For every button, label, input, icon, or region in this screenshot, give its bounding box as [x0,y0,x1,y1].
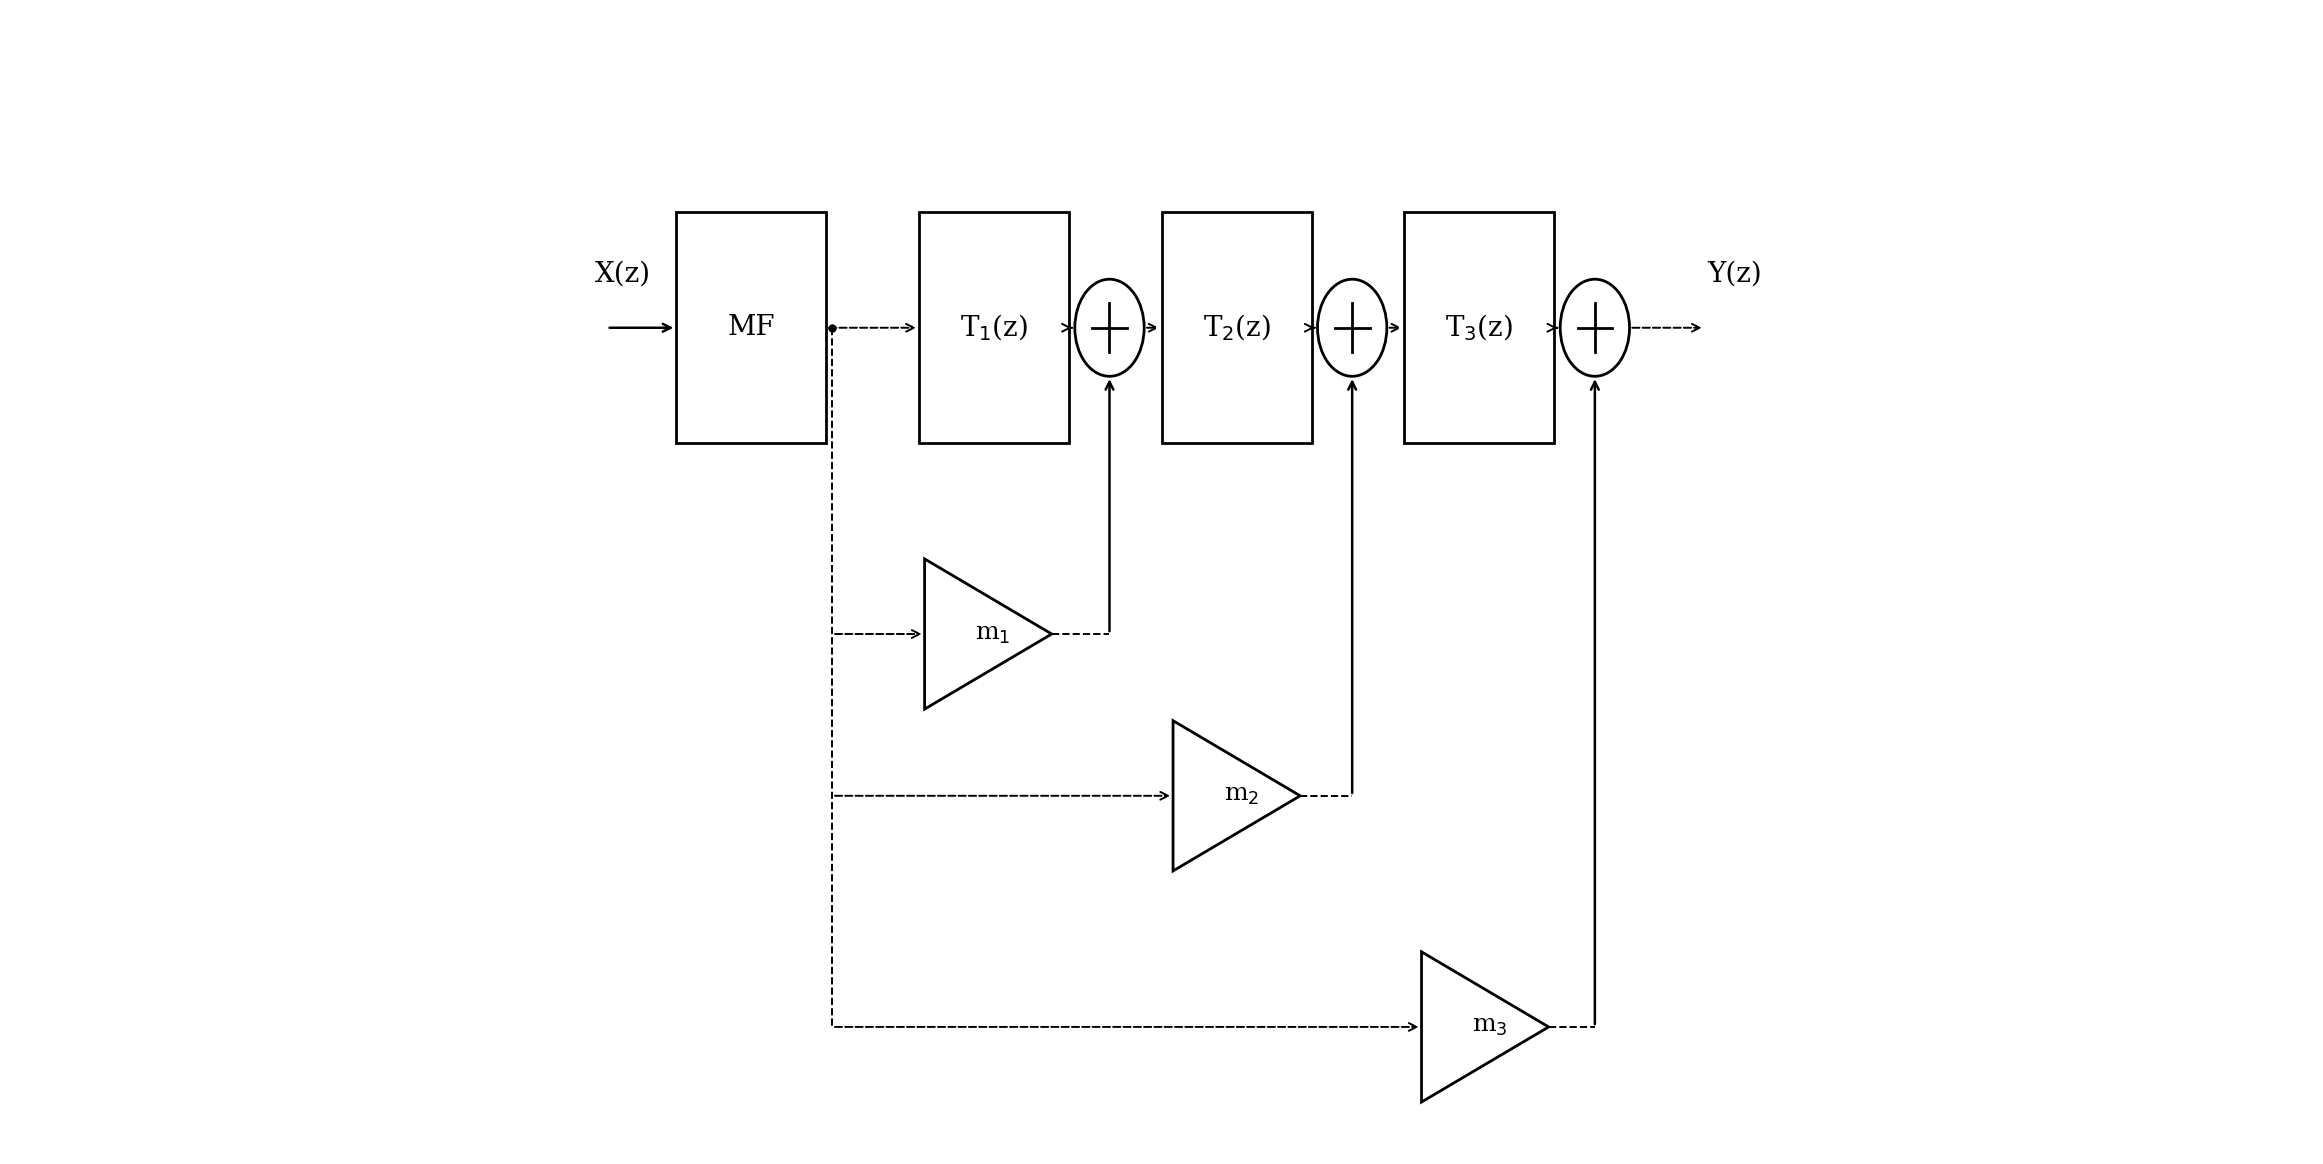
Ellipse shape [1317,279,1387,376]
Text: X(z): X(z) [595,261,650,288]
Text: m$_2$: m$_2$ [1224,785,1259,808]
Text: m$_1$: m$_1$ [976,623,1011,646]
Text: T$_2$(z): T$_2$(z) [1203,312,1271,343]
Polygon shape [925,559,1052,709]
Text: MF: MF [727,314,776,341]
Ellipse shape [1076,279,1145,376]
Text: T$_1$(z): T$_1$(z) [959,312,1029,343]
Ellipse shape [1561,279,1628,376]
Bar [1403,212,1554,443]
Text: m$_3$: m$_3$ [1473,1015,1508,1038]
Text: Y(z): Y(z) [1707,261,1761,288]
Bar [676,212,827,443]
Polygon shape [1173,721,1301,871]
Polygon shape [1422,952,1549,1102]
Bar [920,212,1069,443]
Text: T$_3$(z): T$_3$(z) [1445,312,1512,343]
Bar [1162,212,1312,443]
